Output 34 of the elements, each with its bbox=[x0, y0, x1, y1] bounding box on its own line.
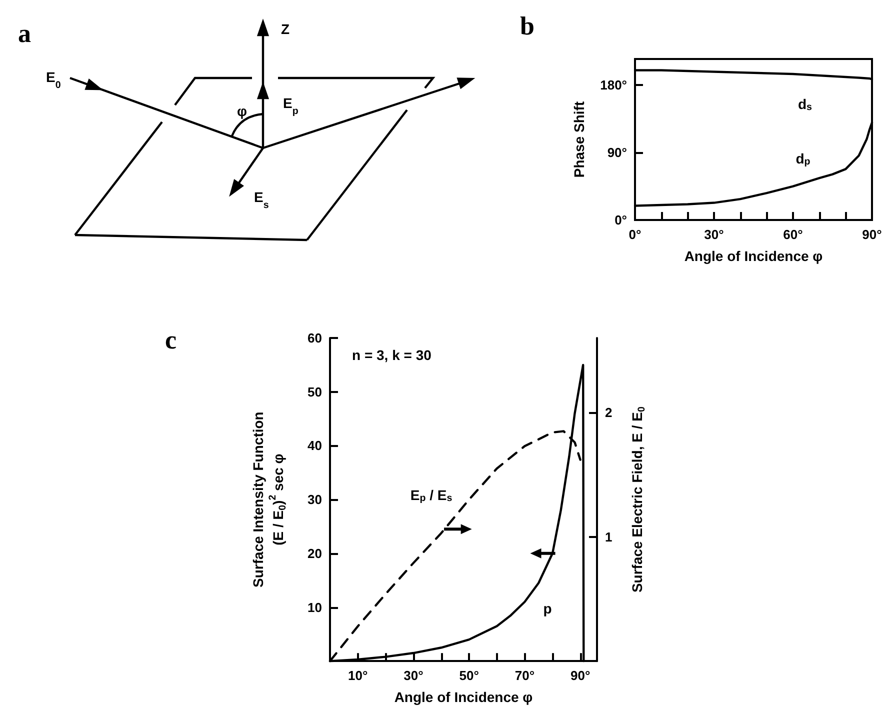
x-tick-label: 70° bbox=[514, 668, 535, 684]
text: E$_{p}$ bbox=[283, 95, 298, 116]
text: E$_{0}$ bbox=[46, 69, 62, 90]
y-tick-label: 40 bbox=[308, 438, 322, 454]
text: φ bbox=[237, 103, 248, 119]
y-tick-label: 20 bbox=[308, 546, 322, 561]
text: Z bbox=[281, 21, 290, 37]
y-tick-label: 180° bbox=[600, 78, 627, 93]
x-axis-title: Angle of Incidence φ bbox=[684, 248, 823, 264]
y-tick-label: 90° bbox=[607, 145, 627, 160]
chart-title: c bbox=[165, 326, 177, 354]
y-tick-label: 0° bbox=[614, 212, 627, 228]
y-tick-label: 60 bbox=[308, 330, 322, 346]
x-tick-label: 90° bbox=[570, 668, 590, 684]
x-tick-label: 60° bbox=[783, 227, 803, 242]
y-axis-title: Phase Shift bbox=[571, 101, 588, 178]
y-tick-label: 50 bbox=[308, 384, 322, 400]
x-tick-label: 10° bbox=[348, 668, 368, 684]
series-label: p bbox=[543, 600, 552, 616]
annotation: n = 3, k = 30 bbox=[352, 347, 432, 363]
x-tick-label: 0° bbox=[628, 227, 642, 242]
y-tick-label: 10 bbox=[308, 600, 322, 615]
y-tick-label: 30 bbox=[308, 492, 322, 508]
x-tick-label: 50° bbox=[459, 668, 479, 684]
text: E$_{s}$ bbox=[254, 189, 270, 210]
chart-title: b bbox=[520, 12, 534, 40]
text: a bbox=[18, 19, 31, 48]
y2-tick-label: 2 bbox=[605, 405, 612, 420]
y2-axis-title: Surface Electric Field, E / E0 bbox=[629, 406, 648, 593]
x-tick-label: 30° bbox=[704, 227, 724, 242]
x-axis-title: Angle of Incidence φ bbox=[394, 689, 533, 705]
x-tick-label: 30° bbox=[404, 668, 424, 684]
y2-tick-label: 1 bbox=[605, 529, 612, 544]
x-tick-label: 90° bbox=[862, 227, 882, 242]
